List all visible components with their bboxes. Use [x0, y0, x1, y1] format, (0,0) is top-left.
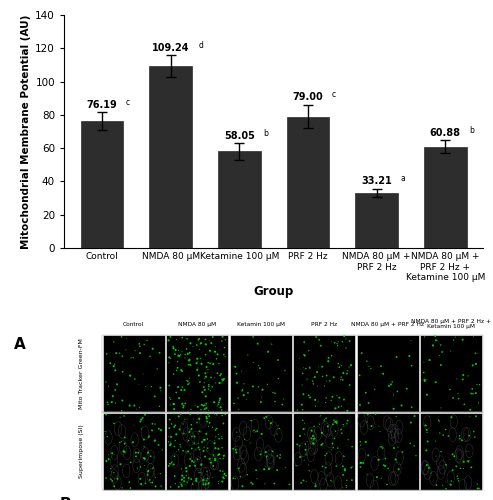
Text: Mito Tracker Green-FM: Mito Tracker Green-FM [78, 338, 83, 409]
Text: c: c [126, 98, 130, 106]
Text: NMDA 80 μM + PRF 2 Hz +
Ketamin 100 μM: NMDA 80 μM + PRF 2 Hz + Ketamin 100 μM [411, 318, 492, 330]
Bar [149, 66, 192, 248]
Text: d: d [199, 41, 204, 50]
Text: 76.19: 76.19 [86, 100, 117, 110]
Text: 109.24: 109.24 [152, 43, 189, 53]
Text: NMDA 80 μM + PRF 2 Hz: NMDA 80 μM + PRF 2 Hz [351, 322, 424, 326]
Text: Ketamin 100 μM: Ketamin 100 μM [237, 322, 284, 326]
Text: PRF 2 Hz: PRF 2 Hz [311, 322, 337, 326]
Bar [286, 116, 329, 248]
Text: 60.88: 60.88 [430, 128, 461, 138]
Bar [218, 152, 261, 248]
Text: 79.00: 79.00 [292, 92, 323, 102]
Text: B: B [60, 497, 71, 500]
Bar [355, 192, 398, 248]
Text: b: b [263, 128, 268, 138]
X-axis label: Group: Group [253, 284, 294, 298]
Text: 33.21: 33.21 [361, 176, 392, 186]
Text: A: A [14, 336, 26, 351]
Bar [80, 121, 123, 248]
Text: Superimpose (SI): Superimpose (SI) [78, 424, 83, 478]
Y-axis label: Mitochondrial Membrane Potential (AU): Mitochondrial Membrane Potential (AU) [21, 14, 31, 248]
Text: NMDA 80 μM: NMDA 80 μM [178, 322, 216, 326]
Text: Control: Control [123, 322, 144, 326]
Text: c: c [332, 90, 336, 100]
Text: a: a [401, 174, 405, 183]
Text: 58.05: 58.05 [224, 130, 255, 140]
Bar [424, 146, 467, 248]
Text: b: b [469, 126, 474, 134]
